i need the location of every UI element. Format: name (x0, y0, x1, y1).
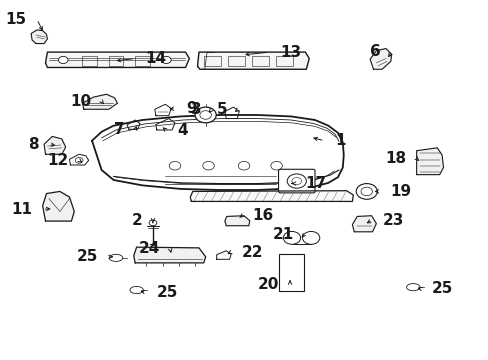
Text: 22: 22 (241, 245, 263, 260)
Text: 12: 12 (47, 153, 68, 168)
Text: 1: 1 (334, 133, 345, 148)
Polygon shape (197, 52, 308, 69)
Text: 8: 8 (28, 137, 38, 152)
Polygon shape (224, 216, 249, 226)
Ellipse shape (109, 254, 122, 261)
Polygon shape (31, 30, 47, 44)
Circle shape (169, 161, 181, 170)
Bar (279, 254, 304, 292)
Polygon shape (133, 247, 205, 263)
Text: 9: 9 (186, 101, 197, 116)
Circle shape (203, 161, 214, 170)
Text: 24: 24 (138, 241, 159, 256)
Text: 3: 3 (190, 102, 201, 117)
Text: 5: 5 (217, 102, 227, 117)
Text: 21: 21 (272, 227, 293, 242)
Text: 18: 18 (384, 151, 405, 166)
Circle shape (270, 161, 282, 170)
Polygon shape (42, 192, 74, 221)
Polygon shape (45, 52, 189, 67)
Text: 11: 11 (11, 202, 32, 217)
Polygon shape (82, 94, 117, 109)
Bar (251, 56, 268, 66)
Text: 2: 2 (131, 212, 142, 228)
Bar (227, 56, 244, 66)
Polygon shape (416, 148, 443, 175)
Polygon shape (44, 136, 65, 154)
Text: 15: 15 (5, 12, 26, 27)
Circle shape (286, 174, 306, 188)
Ellipse shape (406, 284, 419, 291)
Circle shape (200, 111, 211, 119)
Polygon shape (352, 216, 376, 232)
Ellipse shape (130, 287, 143, 294)
Bar (275, 56, 292, 66)
Polygon shape (190, 191, 353, 202)
Text: 10: 10 (70, 94, 91, 109)
Text: 25: 25 (157, 285, 178, 300)
Text: 4: 4 (177, 123, 187, 138)
Text: 23: 23 (382, 212, 404, 228)
Text: 6: 6 (369, 44, 380, 59)
Text: 14: 14 (145, 51, 166, 66)
Circle shape (161, 57, 171, 64)
Text: 7: 7 (114, 122, 124, 138)
Bar (203, 56, 221, 66)
Circle shape (75, 157, 83, 163)
Text: 16: 16 (252, 208, 273, 223)
Polygon shape (369, 49, 391, 69)
Circle shape (283, 231, 300, 244)
Bar (109, 56, 123, 66)
Text: 19: 19 (389, 184, 410, 199)
Bar (135, 56, 149, 66)
Circle shape (238, 161, 249, 170)
Text: 25: 25 (77, 249, 98, 264)
Text: 25: 25 (431, 282, 452, 296)
Text: 17: 17 (305, 176, 326, 191)
Circle shape (59, 57, 68, 64)
Bar (82, 56, 97, 66)
Circle shape (291, 177, 301, 185)
Circle shape (355, 184, 377, 199)
Text: 20: 20 (258, 277, 279, 292)
Circle shape (195, 107, 216, 123)
Text: 13: 13 (280, 45, 301, 60)
Circle shape (149, 220, 157, 226)
Circle shape (302, 231, 319, 244)
FancyBboxPatch shape (278, 169, 314, 193)
Circle shape (360, 187, 372, 196)
